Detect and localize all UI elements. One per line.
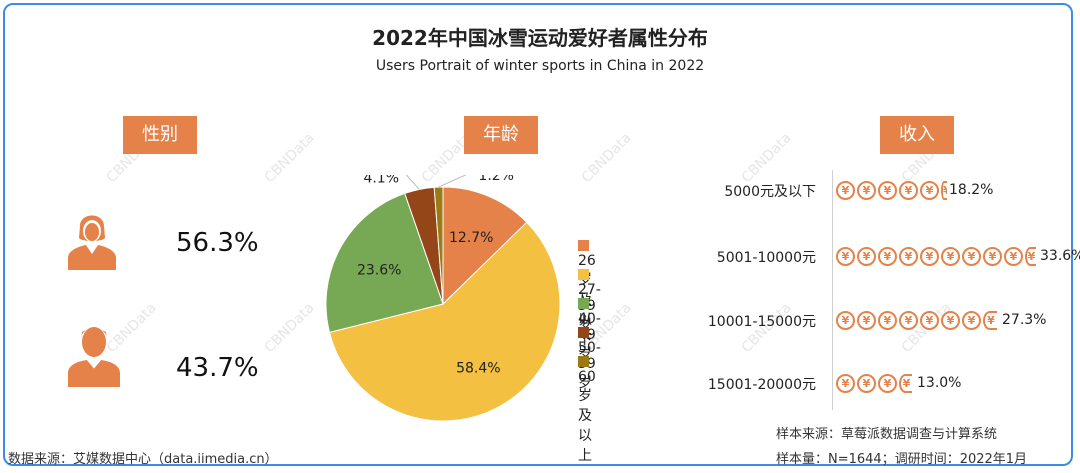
yuan-coin-icon: ¥ — [899, 311, 918, 330]
yuan-coin-icon: ¥ — [878, 374, 897, 393]
data-source: 数据来源：艾媒数据中心（data.iimedia.cn） — [8, 452, 278, 467]
income-value-label: 13.0% — [917, 375, 962, 391]
yuan-coin-icon: ¥ — [878, 247, 897, 266]
yuan-coin-icon: ¥ — [962, 247, 981, 266]
pie-slice — [325, 192, 444, 333]
pie-slice — [328, 221, 561, 422]
legend-swatch — [578, 326, 589, 338]
yuan-coin-icon: ¥ — [857, 311, 876, 330]
female-person-icon — [68, 215, 116, 270]
section-tag-gender: 性别 — [123, 116, 197, 154]
yuan-coin-icon: ¥ — [920, 181, 939, 200]
yuan-coin-icon: ¥ — [1004, 247, 1023, 266]
section-tag-income: 收入 — [880, 116, 954, 154]
pie-value-label: 23.6% — [357, 262, 401, 278]
income-value-label: 33.6% — [1040, 248, 1080, 264]
pie-value-label: 1.2% — [478, 175, 514, 184]
yuan-coin-icon: ¥ — [941, 247, 960, 266]
income-axis — [832, 170, 833, 410]
yuan-coin-icon: ¥ — [1025, 247, 1036, 266]
yuan-coin-icon: ¥ — [920, 247, 939, 266]
income-category-label: 10001-15000元 — [707, 314, 816, 330]
income-value-label: 18.2% — [949, 182, 994, 198]
pie-value-label: 4.1% — [363, 175, 399, 187]
legend-item: 60岁及以上 — [578, 353, 596, 465]
yuan-coin-icon: ¥ — [920, 311, 939, 330]
age-pie-chart: 12.7% 58.4% 23.6% 4.1% 1.2% — [325, 175, 561, 422]
yuan-coin-icon: ¥ — [836, 311, 855, 330]
income-value-label: 27.3% — [1002, 312, 1047, 328]
legend-swatch — [578, 355, 589, 367]
income-category-label: 15001-20000元 — [707, 377, 816, 393]
chart-subtitle: Users Portrait of winter sports in China… — [375, 58, 705, 74]
yuan-coin-icon: ¥ — [878, 181, 897, 200]
yuan-coin-icon: ¥ — [941, 311, 960, 330]
yuan-coin-icon: ¥ — [857, 247, 876, 266]
yuan-coin-icon: ¥ — [962, 311, 981, 330]
income-category-label: 5001-10000元 — [716, 250, 816, 266]
male-person-icon — [68, 327, 120, 387]
pie-slice — [442, 186, 528, 306]
legend-swatch — [578, 297, 589, 309]
pie-value-label: 12.7% — [449, 230, 493, 246]
leader-line — [405, 175, 420, 190]
yuan-coin-icon: ¥ — [836, 181, 855, 200]
sample-size: 样本量：N=1644；调研时间：2022年1月 — [776, 452, 1028, 467]
yuan-coin-icon: ¥ — [899, 181, 918, 200]
leader-line — [438, 175, 467, 188]
pie-value-label: 58.4% — [456, 360, 500, 376]
income-category-label: 5000元及以下 — [724, 184, 816, 200]
chart-frame — [3, 3, 1073, 466]
sample-source: 样本来源：草莓派数据调查与计算系统 — [776, 427, 998, 442]
gender-male-value: 43.7% — [176, 353, 259, 383]
yuan-coin-icon: ¥ — [983, 311, 997, 330]
legend-swatch — [578, 239, 589, 251]
yuan-coin-icon: ¥ — [941, 181, 947, 200]
yuan-coin-icon: ¥ — [857, 374, 876, 393]
gender-female-value: 56.3% — [176, 228, 259, 258]
yuan-coin-icon: ¥ — [983, 247, 1002, 266]
yuan-coin-icon: ¥ — [899, 374, 912, 393]
yuan-coin-icon: ¥ — [857, 181, 876, 200]
legend-label: 60岁及以上 — [578, 369, 596, 464]
chart-title: 2022年中国冰雪运动爱好者属性分布 — [372, 26, 708, 50]
yuan-coin-icon: ¥ — [899, 247, 918, 266]
section-tag-age: 年龄 — [464, 116, 538, 154]
yuan-coin-icon: ¥ — [878, 311, 897, 330]
legend-swatch — [578, 268, 589, 280]
yuan-coin-icon: ¥ — [836, 374, 855, 393]
yuan-coin-icon: ¥ — [836, 247, 855, 266]
